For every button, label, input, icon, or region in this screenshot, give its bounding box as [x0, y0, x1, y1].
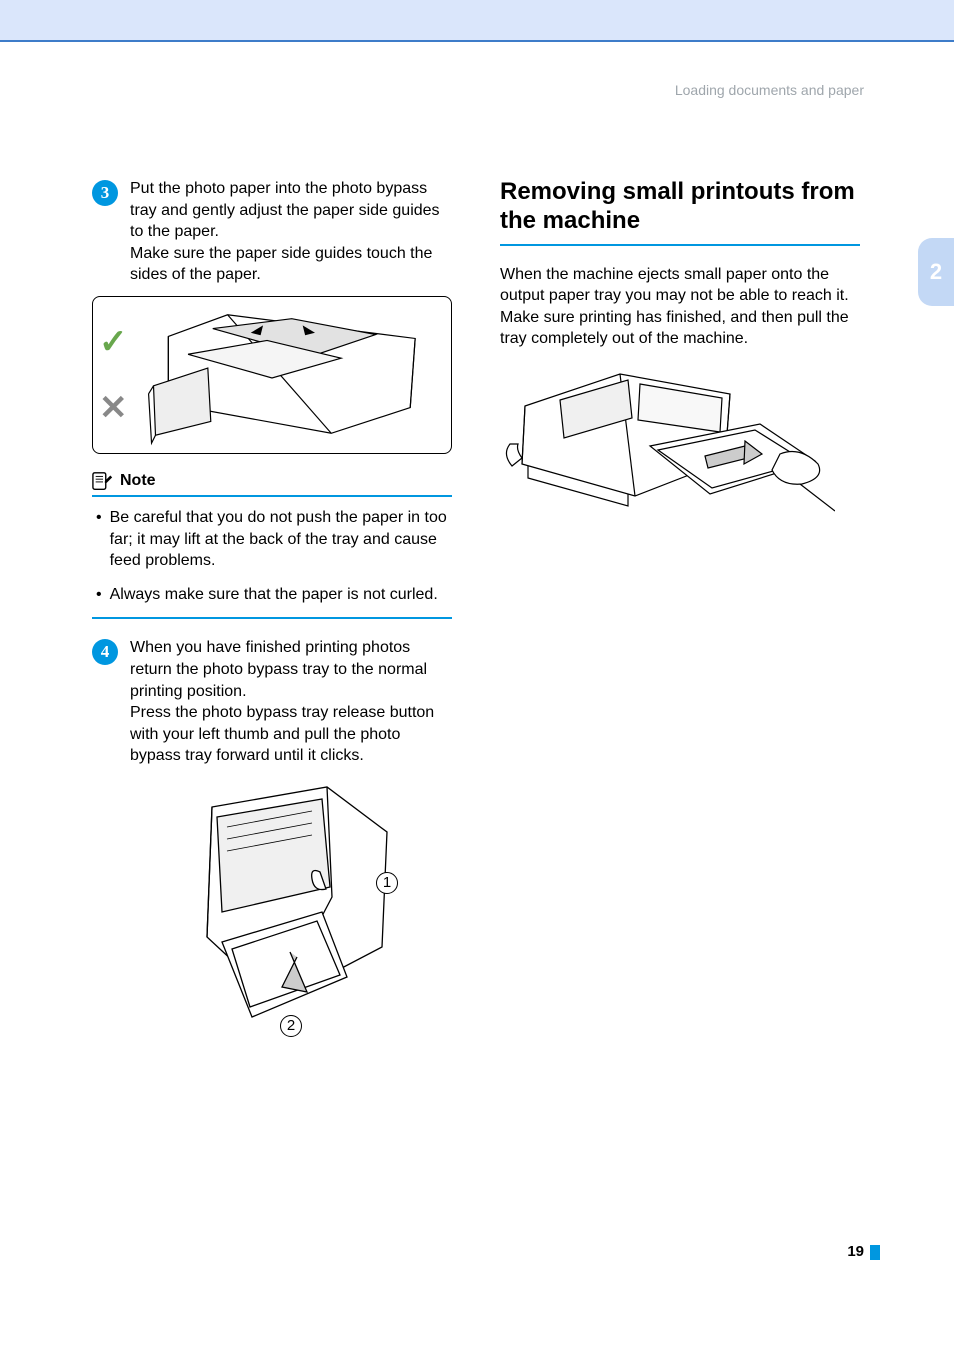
checkmark-icon: ✓ [99, 322, 159, 362]
printer-line-drawing-2 [172, 777, 402, 1037]
page-number-accent [870, 1245, 880, 1260]
note-item-text: Be careful that you do not push the pape… [110, 507, 448, 572]
correct-incorrect-marks: ✓ ✕ [93, 297, 165, 453]
illustration-bypass-release: 1 2 [172, 777, 402, 1037]
note-item: Always make sure that the paper is not c… [96, 584, 448, 606]
page-number: 19 [847, 1243, 864, 1260]
callout-2: 2 [280, 1015, 302, 1037]
left-column: 3 Put the photo paper into the photo byp… [92, 178, 452, 1053]
illustration-photo-tray: ✓ ✕ [92, 296, 452, 454]
callout-1: 1 [376, 872, 398, 894]
step-3-text: Put the photo paper into the photo bypas… [130, 178, 452, 286]
note-item: Be careful that you do not push the pape… [96, 507, 448, 572]
step-number-badge: 4 [92, 639, 118, 665]
note-footer-rule [92, 617, 452, 619]
right-column: Removing small printouts from the machin… [500, 178, 860, 1053]
step-4-text: When you have finished printing photos r… [130, 637, 452, 767]
step-number-badge: 3 [92, 180, 118, 206]
note-item-text: Always make sure that the paper is not c… [110, 584, 438, 606]
illustration-remove-tray [500, 366, 835, 516]
x-icon: ✕ [99, 388, 159, 428]
note-pencil-icon [92, 470, 114, 492]
section-rule [500, 244, 860, 246]
note-label: Note [120, 472, 156, 490]
note-box: Note Be careful that you do not push the… [92, 470, 452, 619]
note-header: Note [92, 470, 452, 497]
page-content: 3 Put the photo paper into the photo byp… [0, 42, 954, 1053]
chapter-tab: 2 [918, 238, 954, 306]
header-band [0, 0, 954, 42]
printer-line-drawing-3 [500, 366, 835, 516]
section-paragraph: When the machine ejects small paper onto… [500, 264, 860, 350]
step-4: 4 When you have finished printing photos… [92, 637, 452, 767]
note-list: Be careful that you do not push the pape… [92, 507, 452, 605]
step-3: 3 Put the photo paper into the photo byp… [92, 178, 452, 286]
chapter-title: Loading documents and paper [675, 82, 864, 98]
section-title: Removing small printouts from the machin… [500, 178, 860, 236]
chapter-tab-number: 2 [930, 259, 942, 285]
